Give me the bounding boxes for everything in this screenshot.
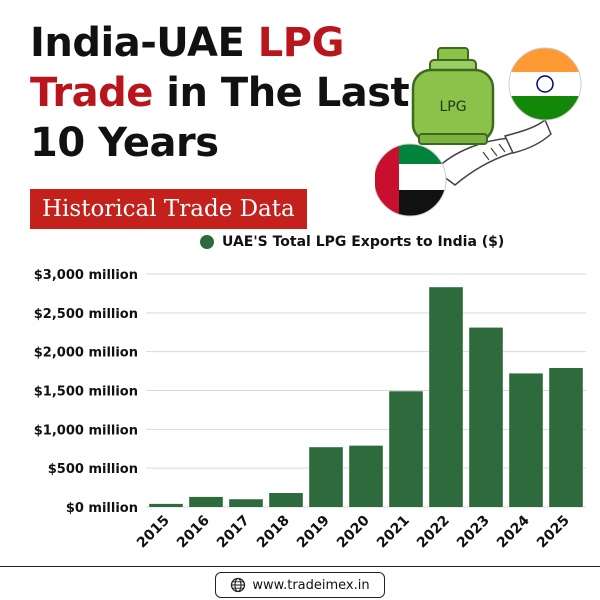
bar <box>509 373 543 507</box>
title-highlight-lpg: LPG <box>257 20 345 66</box>
globe-icon <box>231 577 246 593</box>
title-part: 10 Years <box>30 120 219 166</box>
chart-legend: UAE'S Total LPG Exports to India ($) <box>200 232 504 252</box>
x-tick-label: 2020 <box>334 512 373 551</box>
x-tick-label: 2019 <box>294 513 333 552</box>
page-title: India-UAE LPG Trade in The Last 10 Years <box>30 18 410 168</box>
bar <box>149 503 183 507</box>
bar <box>229 499 263 507</box>
footer-website-box[interactable]: www.tradeimex.in <box>215 572 385 598</box>
title-part: in The Last <box>152 70 410 116</box>
bar <box>429 287 463 507</box>
y-tick-label: $0 million <box>66 501 138 516</box>
y-tick-label: $1,500 million <box>34 385 138 400</box>
x-tick-label: 2021 <box>374 513 413 552</box>
bar <box>269 493 303 507</box>
bar <box>549 367 583 507</box>
section-badge: Historical Trade Data <box>30 189 307 229</box>
legend-label: UAE'S Total LPG Exports to India ($) <box>222 234 505 250</box>
trade-illustration: LPG <box>375 47 582 217</box>
x-tick-label: 2015 <box>134 513 173 552</box>
footer-divider <box>0 566 600 567</box>
bar <box>349 445 383 507</box>
website-link[interactable]: www.tradeimex.in <box>252 577 370 593</box>
x-tick-label: 2016 <box>174 513 213 552</box>
x-tick-label: 2018 <box>254 513 293 552</box>
y-tick-label: $3,000 million <box>34 268 138 283</box>
x-tick-label: 2024 <box>494 512 533 551</box>
title-highlight-trade: Trade <box>30 70 153 116</box>
lpg-cylinder-icon: LPG <box>411 47 495 145</box>
cylinder-label: LPG <box>439 99 466 115</box>
bar <box>309 447 343 507</box>
bar <box>389 391 423 507</box>
handshake-icon <box>433 118 552 186</box>
x-tick-label: 2025 <box>534 513 573 552</box>
y-tick-label: $1,000 million <box>34 423 138 438</box>
bar <box>189 496 223 507</box>
bar <box>469 327 503 507</box>
y-tick-label: $500 million <box>48 462 138 477</box>
bar-chart: $0 million $500 million $1,000 million $1,5… <box>34 268 586 552</box>
y-tick-label: $2,500 million <box>34 307 138 322</box>
x-tick-label: 2023 <box>454 513 493 552</box>
india-flag-icon <box>508 47 582 121</box>
title-part: India-UAE <box>30 20 258 66</box>
x-tick-label: 2022 <box>414 513 453 552</box>
legend-swatch <box>200 235 214 249</box>
uae-flag-icon <box>375 143 447 217</box>
x-tick-label: 2017 <box>214 513 253 552</box>
y-tick-label: $2,000 million <box>34 346 138 361</box>
